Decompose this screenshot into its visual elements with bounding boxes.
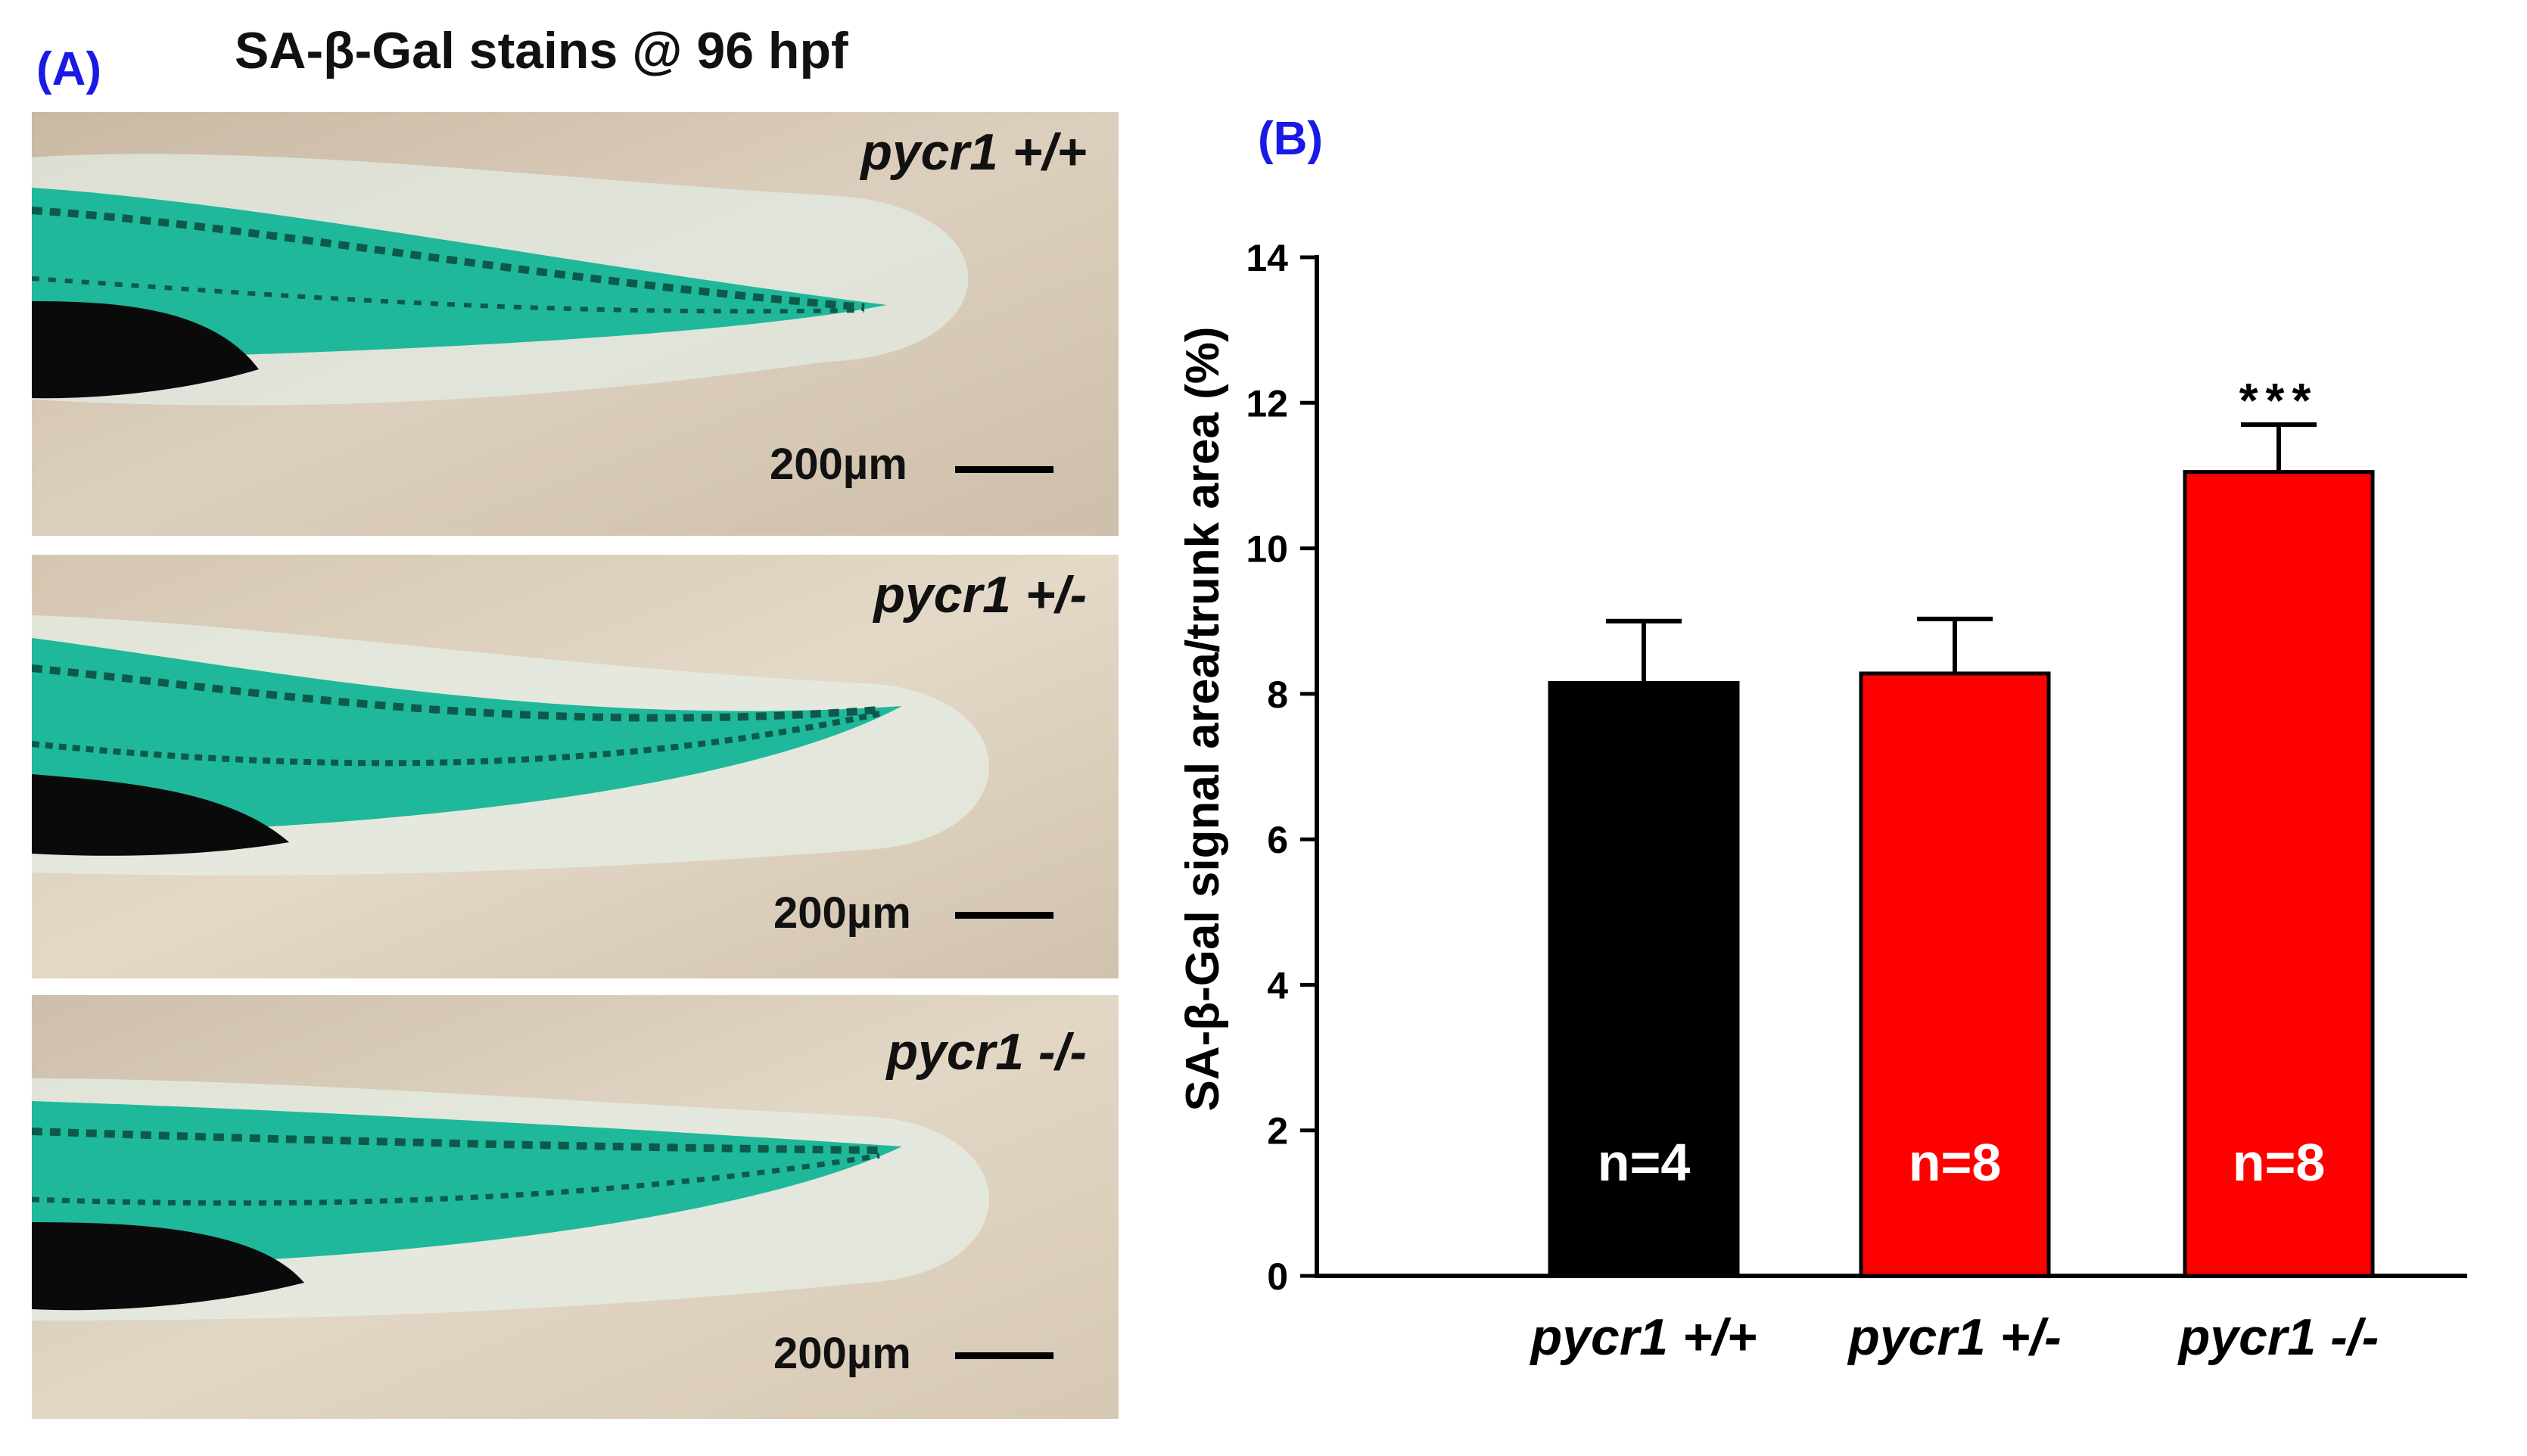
genotype-label: pycr1 +/+ (860, 123, 1087, 181)
y-tick-label: 0 (1267, 1255, 1288, 1298)
genotype-label: pycr1 +/- (873, 566, 1087, 624)
x-tick-label: pycr1 -/- (2177, 1308, 2379, 1366)
zebrafish-photo-heterozygous: pycr1 +/- 200µm (32, 555, 1119, 978)
y-tick-label: 10 (1246, 528, 1288, 571)
panel-a-title: SA-β-Gal stains @ 96 hpf (235, 22, 848, 79)
n-label: n=4 (1598, 1133, 1691, 1192)
scale-bar (955, 912, 1053, 919)
panel-a-label: (A) (36, 43, 102, 95)
panel-b-label: (B) (1258, 113, 1324, 165)
bar-chart: SA-β-Gal signal area/trunk area (%) 0 2 4 6… (1177, 237, 2467, 1366)
y-axis-title: SA-β-Gal signal area/trunk area (%) (1177, 326, 1229, 1111)
scale-bar-label: 200µm (773, 888, 911, 938)
n-label: n=8 (2233, 1133, 2326, 1192)
scale-bar (955, 1352, 1053, 1359)
scale-bar-label: 200µm (773, 1329, 911, 1378)
n-label: n=8 (1909, 1133, 2002, 1192)
zebrafish-tail-image (32, 995, 1119, 1419)
genotype-label: pycr1 -/- (886, 1023, 1087, 1081)
y-tick-label: 14 (1246, 237, 1288, 279)
y-tick-label: 6 (1267, 819, 1288, 861)
y-tick-label: 4 (1267, 964, 1288, 1006)
bar (2183, 470, 2375, 1278)
x-tick-label: pycr1 +/+ (1530, 1308, 1757, 1366)
x-tick-label: pycr1 +/- (1847, 1308, 2062, 1366)
y-tick-label: 12 (1246, 382, 1288, 425)
y-axis-ticks: 0 2 4 6 8 10 12 14 (1246, 237, 1317, 1298)
bars: n=4 pycr1 +/+ n=8 pycr1 +/- n=8 pycr1 -/- *** (1530, 373, 2379, 1366)
y-tick-label: 2 (1267, 1110, 1288, 1153)
zebrafish-photo-wildtype: pycr1 +/+ 200µm (32, 112, 1119, 536)
zebrafish-tail-image (32, 112, 1119, 536)
scale-bar (955, 466, 1053, 473)
zebrafish-photo-mutant: pycr1 -/- 200µm (32, 995, 1119, 1419)
bar (1859, 671, 2051, 1278)
significance-marker: *** (2239, 373, 2319, 428)
scale-bar-label: 200µm (770, 440, 907, 489)
zebrafish-tail-image (32, 555, 1119, 978)
y-tick-label: 8 (1267, 674, 1288, 716)
